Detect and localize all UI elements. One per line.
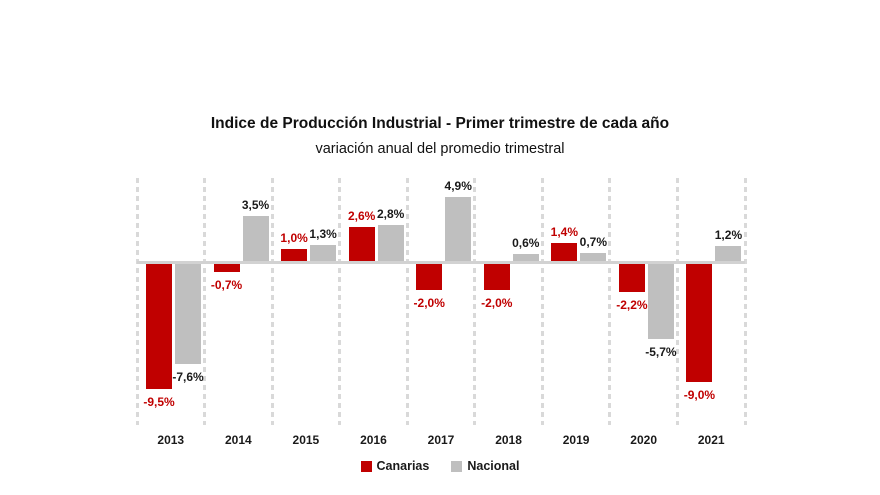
bar-nacional-2013 (175, 263, 201, 364)
bar-canarias-2015 (281, 248, 308, 262)
gridline (743, 178, 747, 425)
value-label-canarias-2016: 2,6% (347, 209, 376, 224)
value-label-nacional-2013: -7,6% (172, 369, 204, 384)
legend: Canarias Nacional (0, 459, 880, 473)
value-label-canarias-2017: -2,0% (413, 295, 445, 310)
gridline (203, 178, 207, 425)
bar-canarias-2017 (416, 263, 443, 290)
plot-area: -9,5% -0,7% 1,0% 2,6% -2,0% -2,0% 1,4% -2,2% -9,… (135, 178, 747, 425)
bar-canarias-2021 (686, 263, 713, 383)
legend-label-nacional: Nacional (467, 459, 520, 473)
legend-item-nacional: Nacional (451, 459, 519, 473)
zero-axis-line (137, 261, 745, 264)
legend-swatch-nacional (451, 460, 463, 472)
bar-canarias-2013 (146, 263, 172, 390)
legend-label-canarias: Canarias (376, 459, 430, 473)
gridline (608, 178, 612, 425)
x-axis-label-2017: 2017 (427, 433, 455, 447)
value-label-nacional-2014: 3,5% (241, 197, 270, 212)
value-label-nacional-2018: 0,6% (512, 236, 540, 251)
gridline (135, 178, 139, 425)
x-axis-label-2015: 2015 (292, 433, 320, 447)
value-label-canarias-2014: -0,7% (210, 278, 243, 293)
value-label-nacional-2017: 4,9% (444, 178, 472, 193)
bar-nacional-2020 (647, 263, 674, 339)
chart-subtitle: variación anual del promedio trimestral (315, 141, 565, 157)
value-label-canarias-2020: -2,2% (616, 298, 648, 313)
bar-nacional-2018 (512, 254, 539, 262)
x-axis: 2013 2014 2015 2016 2017 2018 2019 2020 2021 (137, 433, 745, 449)
value-label-canarias-2019: 1,4% (550, 225, 579, 240)
bar-nacional-2017 (445, 196, 472, 262)
bar-canarias-2014 (213, 263, 240, 273)
bar-nacional-2019 (580, 252, 607, 262)
gridline (473, 178, 477, 425)
value-label-nacional-2016: 2,8% (376, 206, 405, 221)
gridline (270, 178, 274, 425)
legend-item-canarias: Canarias (360, 459, 430, 473)
bar-canarias-2016 (348, 227, 375, 262)
bar-canarias-2020 (618, 263, 645, 293)
value-label-nacional-2015: 1,3% (309, 226, 337, 241)
value-label-canarias-2021: -9,0% (683, 388, 716, 403)
x-axis-label-2013: 2013 (157, 433, 185, 447)
chart-title: Indice de Producción Industrial - Primer… (210, 115, 670, 132)
value-label-canarias-2018: -2,0% (481, 295, 513, 310)
value-label-nacional-2020: -5,7% (645, 344, 677, 359)
x-axis-label-2016: 2016 (360, 433, 387, 447)
value-label-nacional-2019: 0,7% (579, 234, 608, 249)
x-axis-label-2019: 2019 (562, 433, 590, 447)
x-axis-label-2021: 2021 (697, 433, 725, 447)
x-axis-label-2020: 2020 (630, 433, 658, 447)
value-label-nacional-2021: 1,2% (714, 228, 743, 243)
bar-canarias-2019 (551, 243, 578, 262)
legend-swatch-canarias (360, 460, 372, 472)
value-label-canarias-2015: 1,0% (280, 230, 308, 245)
bar-canarias-2018 (483, 263, 510, 290)
bar-nacional-2015 (310, 244, 337, 262)
x-axis-label-2018: 2018 (495, 433, 522, 447)
gridline (540, 178, 544, 425)
gridline (675, 178, 679, 425)
bar-nacional-2021 (715, 246, 742, 262)
value-label-canarias-2013: -9,5% (143, 395, 175, 410)
gridline (338, 178, 342, 425)
x-axis-label-2014: 2014 (224, 433, 252, 447)
bar-nacional-2014 (242, 215, 269, 262)
bar-nacional-2016 (377, 224, 404, 262)
gridline (405, 178, 409, 425)
